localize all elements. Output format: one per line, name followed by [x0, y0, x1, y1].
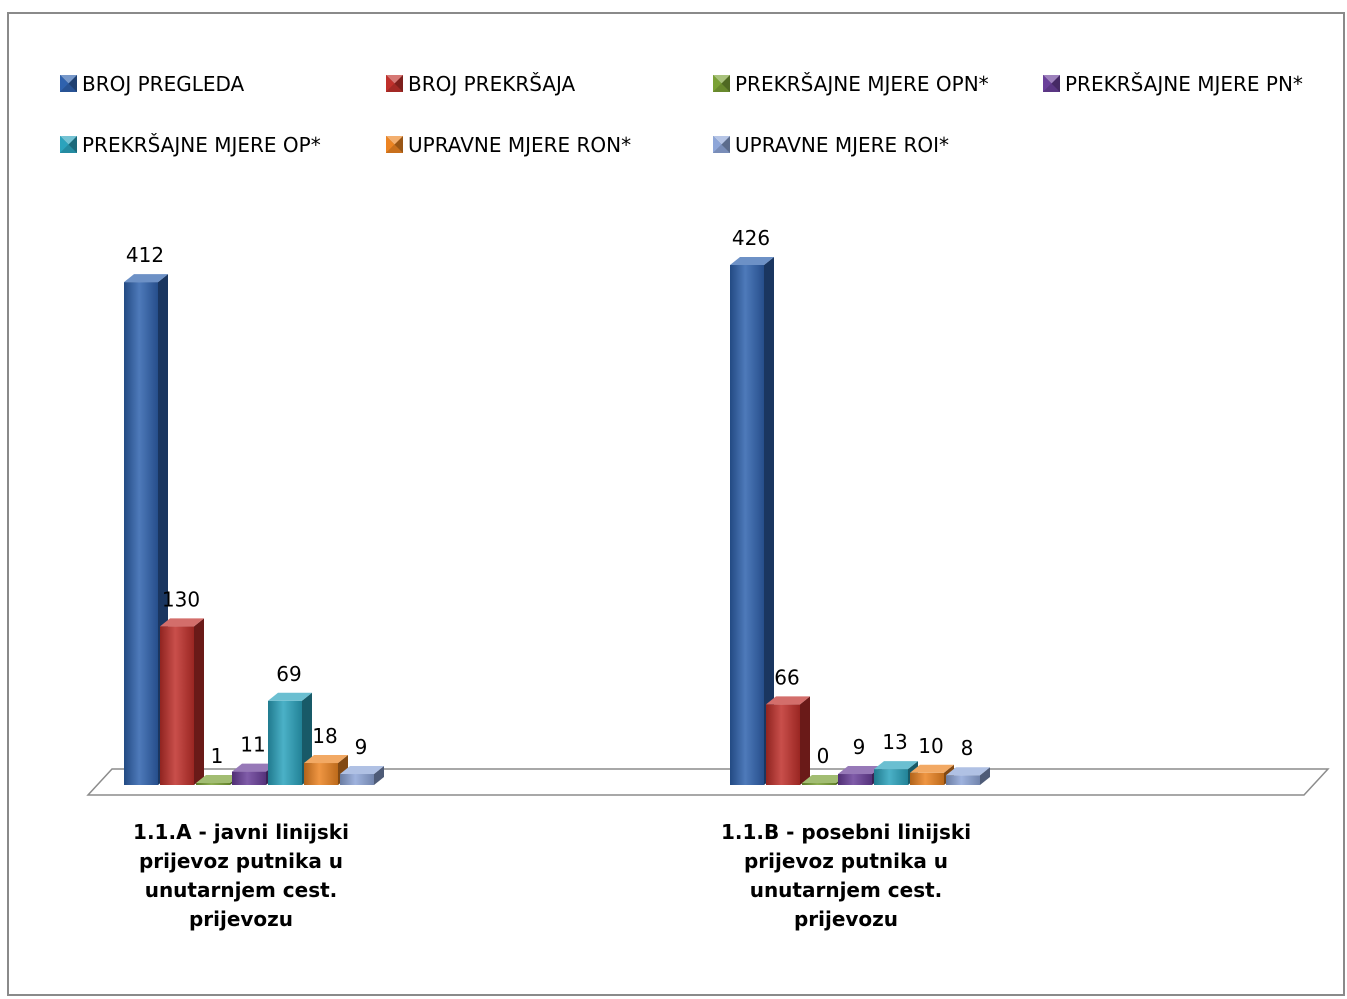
legend-label: PREKRŠAJNE MJERE OP*: [82, 133, 321, 157]
legend-swatch: [60, 75, 77, 92]
legend-item: BROJ PREKRŠAJA: [386, 72, 576, 96]
legend-item: PREKRŠAJNE MJERE OP*: [60, 133, 321, 157]
data-label: 9: [355, 735, 368, 759]
category-label: 1.1.B - posebni linijski prijevoz putnika…: [721, 820, 971, 931]
legend: BROJ PREGLEDA BROJ PREKRŠAJA PREKRŠAJNE MJ…: [60, 72, 1303, 157]
data-label: 10: [918, 734, 943, 758]
bar: [232, 763, 276, 785]
data-label: 66: [774, 665, 799, 689]
bar: [730, 257, 774, 785]
data-label: 130: [162, 587, 200, 611]
data-label: 1: [211, 744, 224, 768]
chart-floor: [86, 768, 1330, 796]
legend-label: UPRAVNE MJERE RON*: [408, 133, 631, 157]
data-label: 0: [817, 744, 830, 768]
legend-item: PREKRŠAJNE MJERE OPN*: [713, 72, 989, 96]
bar: [766, 696, 810, 785]
bar: [304, 755, 348, 785]
bar: [268, 692, 312, 785]
bar: [160, 618, 204, 785]
data-label: 11: [240, 733, 265, 757]
data-label: 9: [853, 735, 866, 759]
legend-label: BROJ PREKRŠAJA: [408, 72, 576, 96]
data-label: 8: [961, 736, 974, 760]
legend-swatch: [713, 75, 730, 92]
data-label: 13: [882, 730, 907, 754]
chart-frame: [7, 12, 1345, 996]
legend-swatch: [60, 136, 77, 153]
data-label: 69: [276, 662, 301, 686]
category-labels: 1.1.A - javni linijski prijevoz putnika u…: [133, 820, 971, 931]
legend-item: UPRAVNE MJERE ROI*: [713, 133, 949, 157]
legend-item: PREKRŠAJNE MJERE PN*: [1043, 72, 1303, 96]
category-label: 1.1.A - javni linijski prijevoz putnika u…: [133, 820, 349, 931]
data-label: 426: [732, 226, 770, 250]
legend-label: PREKRŠAJNE MJERE OPN*: [735, 72, 989, 96]
legend-swatch: [386, 75, 403, 92]
legend-swatch: [1043, 75, 1060, 92]
legend-label: BROJ PREGLEDA: [82, 72, 245, 96]
data-label: 18: [312, 724, 337, 748]
legend-swatch: [386, 136, 403, 153]
legend-label: UPRAVNE MJERE ROI*: [735, 133, 949, 157]
data-label: 412: [126, 243, 164, 267]
legend-item: BROJ PREGLEDA: [60, 72, 245, 96]
legend-swatch: [713, 136, 730, 153]
bar: [340, 766, 384, 785]
legend-item: UPRAVNE MJERE RON*: [386, 133, 631, 157]
legend-label: PREKRŠAJNE MJERE PN*: [1065, 72, 1303, 96]
bar: [946, 767, 990, 785]
